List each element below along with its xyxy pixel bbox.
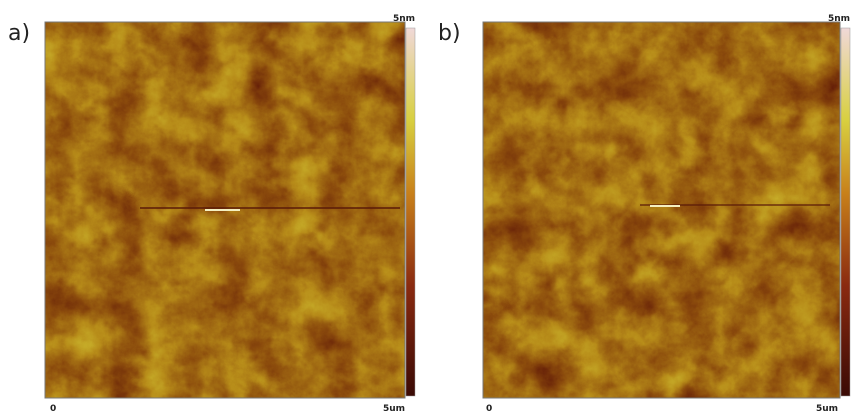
axis-end: 5um (816, 404, 838, 414)
scale-max: 5nm (393, 14, 415, 24)
scale-max: 5nm (828, 14, 850, 24)
panel-label: a) (8, 21, 30, 46)
panel-label: b) (438, 21, 461, 46)
afm-image (483, 22, 840, 398)
axis-start: 0 (486, 404, 492, 414)
axis-start: 0 (50, 404, 56, 414)
page: a) 5nm 0 5um b) 5nm 0 5um (() => { const… (0, 0, 851, 415)
color-bar (406, 28, 415, 396)
axis-end: 5um (383, 404, 405, 414)
color-bar (841, 28, 850, 396)
figure: a) 5nm 0 5um b) 5nm 0 5um (0, 0, 851, 415)
